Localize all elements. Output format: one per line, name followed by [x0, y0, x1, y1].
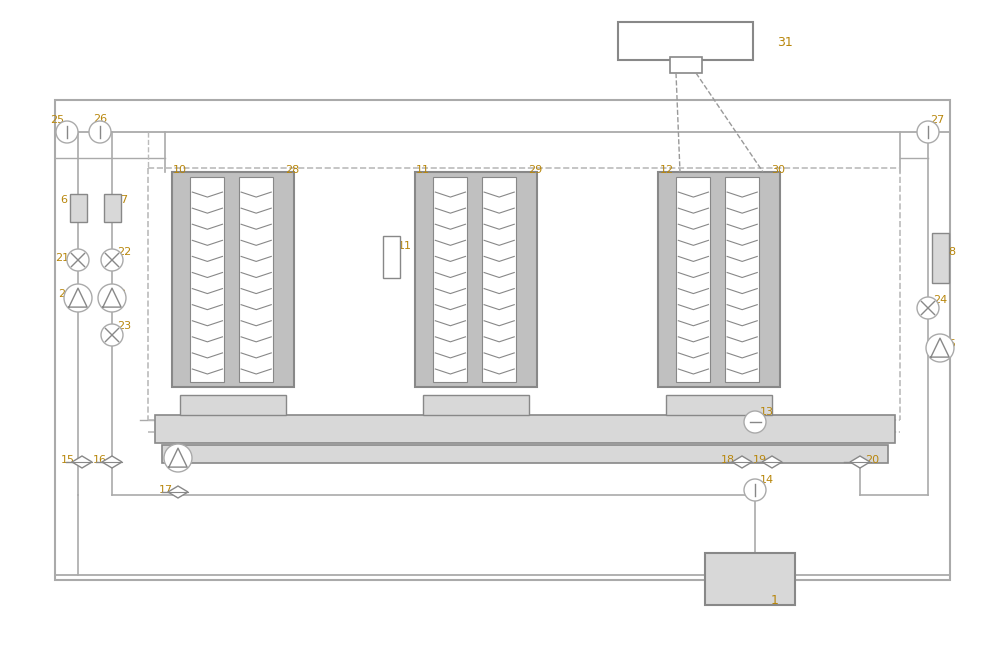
Text: 7: 7: [120, 195, 128, 205]
Bar: [190, 177, 224, 382]
Circle shape: [744, 411, 766, 433]
Bar: [172, 172, 294, 387]
Text: 14: 14: [760, 475, 774, 485]
Bar: [433, 177, 467, 382]
Bar: [705, 553, 795, 605]
Circle shape: [164, 444, 192, 472]
Bar: [383, 236, 400, 278]
Circle shape: [926, 334, 954, 362]
Polygon shape: [850, 456, 870, 468]
Bar: [618, 22, 753, 60]
Circle shape: [56, 121, 78, 143]
Text: 9: 9: [388, 253, 396, 263]
Circle shape: [101, 249, 123, 271]
Text: 5: 5: [948, 339, 956, 349]
Text: 20: 20: [865, 455, 879, 465]
Text: 2: 2: [58, 289, 66, 299]
Text: 3: 3: [119, 289, 126, 299]
Text: 17: 17: [159, 485, 173, 495]
Polygon shape: [762, 456, 782, 468]
Text: 4: 4: [164, 450, 172, 460]
Text: 30: 30: [771, 165, 785, 175]
Text: 24: 24: [933, 295, 947, 305]
Circle shape: [917, 121, 939, 143]
Polygon shape: [72, 456, 92, 468]
Text: 22: 22: [117, 247, 131, 257]
Circle shape: [64, 284, 92, 312]
Text: 19: 19: [753, 455, 767, 465]
Bar: [162, 445, 888, 463]
Bar: [180, 395, 286, 415]
Bar: [155, 415, 895, 443]
Bar: [932, 233, 948, 283]
Text: 16: 16: [93, 455, 107, 465]
Polygon shape: [102, 456, 122, 468]
Circle shape: [917, 297, 939, 319]
Bar: [423, 395, 529, 415]
Text: 27: 27: [930, 115, 944, 125]
Bar: [415, 172, 537, 387]
Text: 15: 15: [61, 455, 75, 465]
Bar: [670, 57, 702, 73]
Text: 31: 31: [777, 35, 793, 48]
Bar: [70, 194, 87, 222]
Bar: [482, 177, 516, 382]
Text: 12: 12: [660, 165, 674, 175]
Bar: [55, 100, 950, 580]
Circle shape: [98, 284, 126, 312]
Circle shape: [744, 479, 766, 501]
Text: 21: 21: [55, 253, 69, 263]
Bar: [676, 177, 710, 382]
Bar: [104, 194, 120, 222]
Text: 13: 13: [760, 407, 774, 417]
Bar: [725, 177, 759, 382]
Circle shape: [89, 121, 111, 143]
Text: 25: 25: [50, 115, 64, 125]
Circle shape: [67, 249, 89, 271]
Text: 1: 1: [771, 593, 779, 606]
Text: 11: 11: [416, 165, 430, 175]
Circle shape: [101, 324, 123, 346]
Text: 11: 11: [398, 241, 412, 251]
Polygon shape: [168, 486, 188, 498]
Bar: [239, 177, 273, 382]
Text: 29: 29: [528, 165, 542, 175]
Text: 28: 28: [285, 165, 299, 175]
Text: 26: 26: [93, 114, 107, 124]
Text: 10: 10: [173, 165, 187, 175]
Text: 6: 6: [60, 195, 68, 205]
Polygon shape: [732, 456, 752, 468]
Text: 23: 23: [117, 321, 131, 331]
Bar: [658, 172, 780, 387]
Bar: [666, 395, 772, 415]
Text: 8: 8: [948, 247, 956, 257]
Text: 18: 18: [721, 455, 735, 465]
